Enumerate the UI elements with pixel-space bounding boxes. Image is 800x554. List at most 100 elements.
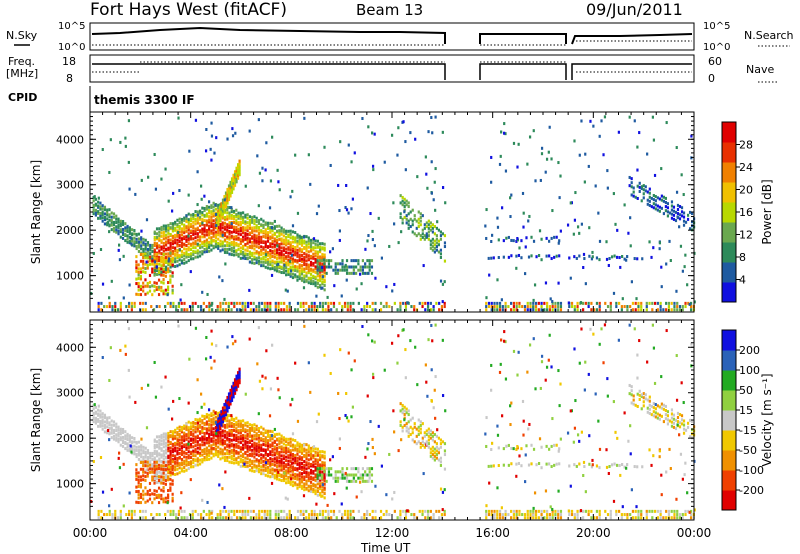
power-cell [287,270,290,274]
power-cell [220,207,223,211]
velocity-cell [171,444,174,448]
velocity-cell [262,427,265,431]
velocity-cell [266,447,270,451]
power-cell [413,232,416,236]
velocity-cell [247,509,250,513]
velocity-cell [183,424,186,428]
velocity-cell [176,467,179,471]
velocity-cell [219,442,222,446]
power-cell [194,118,198,122]
power-cell [99,214,102,218]
velocity-cell [280,466,283,470]
velocity-cell [101,415,104,419]
velocity-cell [232,425,236,429]
velocity-cell [116,516,120,520]
power-cell [662,308,665,312]
velocity-cell [257,447,261,451]
velocity-cell [160,448,163,452]
power-cell [307,257,310,261]
power-cell [321,257,324,261]
power-cell [244,248,247,252]
power-cell [144,278,147,282]
power-cell [551,301,554,305]
velocity-cell [287,450,290,454]
velocity-cell [217,438,220,442]
power-cell [189,219,193,223]
velocity-cell [307,473,310,477]
power-cell [688,210,692,214]
velocity-cell [124,437,127,441]
velocity-cell [316,463,319,467]
power-cell [214,245,218,249]
velocity-cell [244,434,247,438]
velocity-cell [407,431,410,435]
power-cell [169,244,172,248]
power-cell [518,305,521,309]
velocity-cell [510,516,513,520]
power-cell [167,281,170,285]
power-cell [92,212,95,216]
velocity-cell [133,448,136,452]
power-cell [176,234,179,238]
power-cell [321,301,324,305]
velocity-cell [218,416,222,420]
velocity-cell [189,465,193,469]
velocity-cell [309,477,313,481]
velocity-cell [399,409,402,413]
power-cell [242,221,245,225]
velocity-cell [291,454,295,458]
velocity-cell [278,432,281,436]
velocity-cell [158,513,161,517]
velocity-cell [171,479,174,483]
power-cell [540,152,544,156]
velocity-cell [212,430,215,434]
power-cell [221,279,224,283]
velocity-cell [257,450,261,454]
velocity-cell [140,452,143,456]
power-cell [404,168,407,172]
velocity-cell [343,476,346,480]
power-cell [307,250,310,254]
power-cell [262,246,265,250]
velocity-cell [198,437,202,441]
velocity-cell [212,422,215,426]
velocity-cell [241,509,244,513]
velocity-cell [162,471,165,475]
power-cell [257,232,261,236]
velocity-cell [255,513,258,517]
velocity-cell [230,398,234,402]
power-cell [263,308,266,312]
power-cell [583,180,586,184]
velocity-cell [149,465,152,469]
velocity-cell [368,513,372,517]
velocity-cell [251,466,254,470]
power-cell [260,245,263,249]
power-cell [226,208,229,212]
power-cell [223,200,226,204]
velocity-cell [280,454,283,458]
power-cell [224,205,228,209]
power-cell [239,233,242,237]
power-cell [169,247,172,251]
power-cell [504,301,507,305]
power-cell [587,164,590,168]
power-cell [238,159,241,163]
velocity-cell [485,516,488,520]
power-cell [167,231,170,235]
velocity-cell [205,431,208,435]
power-cell [210,121,213,125]
velocity-cell [364,470,367,474]
power-cell [178,217,181,221]
nave-label: Nave [746,63,774,76]
power-cell [424,308,427,312]
power-cell [212,214,215,218]
power-cell [153,248,156,252]
power-cell [345,271,349,275]
power-cell [550,157,553,161]
power-cell [307,254,310,258]
power-cell [523,305,527,309]
velocity-cell [543,516,546,520]
power-cell [528,135,532,139]
velocity-cell [135,474,138,478]
power-cell [117,232,120,236]
